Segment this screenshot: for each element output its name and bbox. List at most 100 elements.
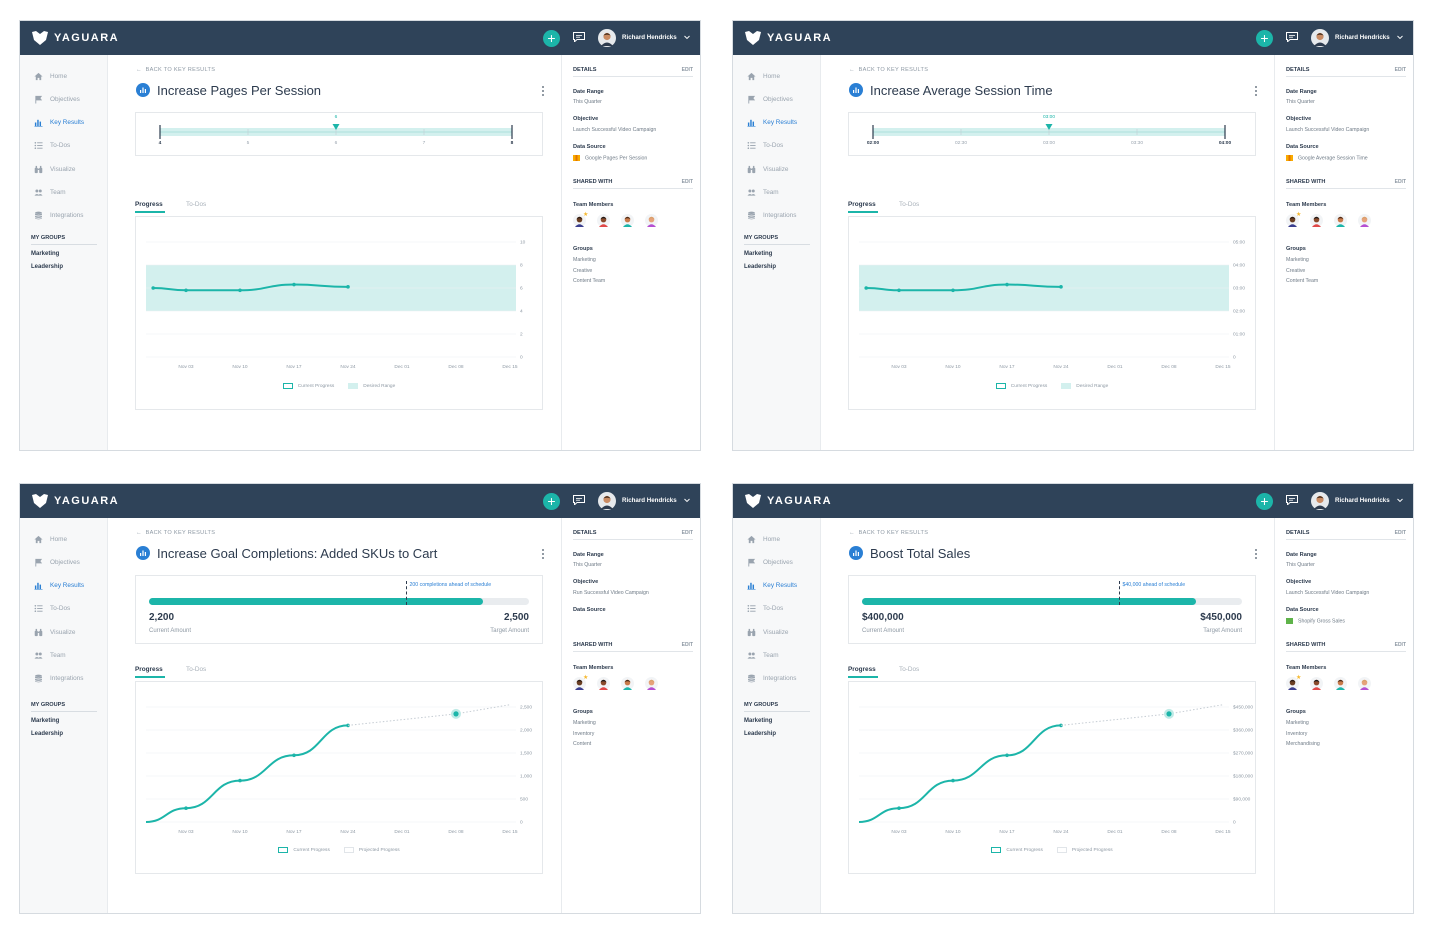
sidebar-item-objectives[interactable]: Objectives — [34, 556, 80, 568]
x-tick-label: Nov 10 — [232, 364, 248, 370]
more-options-icon[interactable] — [1254, 548, 1258, 560]
sidebar-item-key-results[interactable]: Key Results — [34, 117, 84, 129]
sidebar-item-team[interactable]: Team — [747, 187, 779, 199]
tab-progress[interactable]: Progress — [135, 201, 163, 208]
sidebar-item-objectives[interactable]: Objectives — [747, 93, 793, 105]
back-to-key-results-link[interactable]: ← BACK TO KEY RESULTS — [136, 530, 215, 536]
current-amount: 2,200 — [149, 612, 175, 623]
team-member-avatar[interactable] — [1286, 214, 1299, 227]
sidebar-item-to-dos[interactable]: To-Dos — [34, 603, 70, 615]
sidebar-item-to-dos[interactable]: To-Dos — [34, 140, 70, 152]
sidebar-item-home[interactable]: Home — [747, 533, 780, 545]
my-group-item[interactable]: Leadership — [31, 730, 64, 737]
my-group-item[interactable]: Marketing — [744, 718, 773, 724]
user-name[interactable]: Richard Hendricks — [1335, 34, 1390, 41]
sidebar-item-to-dos[interactable]: To-Dos — [747, 603, 783, 615]
more-options-icon[interactable] — [541, 85, 545, 97]
tab-to-dos[interactable]: To-Dos — [899, 666, 920, 673]
team-member-avatar[interactable] — [597, 677, 610, 690]
add-button[interactable]: + — [543, 493, 560, 510]
legend-label: Desired Range — [363, 383, 396, 389]
sidebar-item-integrations[interactable]: Integrations — [747, 673, 796, 685]
edit-details-link[interactable]: EDIT — [1394, 530, 1406, 536]
sidebar-item-team[interactable]: Team — [34, 650, 66, 662]
team-member-avatar[interactable] — [1358, 214, 1371, 227]
team-member-avatar[interactable] — [573, 214, 586, 227]
my-group-item[interactable]: Marketing — [31, 251, 60, 257]
user-avatar[interactable] — [598, 29, 616, 47]
more-options-icon[interactable] — [1254, 85, 1258, 97]
sidebar-item-home[interactable]: Home — [34, 533, 67, 545]
add-button[interactable]: + — [1256, 30, 1273, 47]
objective-value: Run Successful Video Campaign — [573, 590, 649, 596]
team-member-avatar[interactable] — [1334, 214, 1347, 227]
y-tick-label: 1,500 — [520, 751, 532, 757]
user-avatar[interactable] — [1311, 29, 1329, 47]
edit-details-link[interactable]: EDIT — [681, 67, 693, 73]
sidebar-item-objectives[interactable]: Objectives — [747, 556, 793, 568]
projected-progress-line — [347, 704, 511, 726]
data-point — [292, 282, 296, 287]
team-member-avatar[interactable] — [645, 214, 658, 227]
team-member-avatar[interactable] — [1358, 677, 1371, 690]
tab-to-dos[interactable]: To-Dos — [899, 201, 920, 208]
user-name[interactable]: Richard Hendricks — [622, 497, 677, 504]
user-name[interactable]: Richard Hendricks — [622, 34, 677, 41]
sidebar-item-key-results[interactable]: Key Results — [34, 580, 84, 592]
current-value-label: 6 — [334, 115, 338, 120]
sidebar-item-to-dos[interactable]: To-Dos — [747, 140, 783, 152]
edit-shared-link[interactable]: EDIT — [1394, 179, 1406, 185]
team-member-avatar[interactable] — [1310, 677, 1323, 690]
x-tick-label: Dec 08 — [448, 829, 464, 835]
sidebar-item-home[interactable]: Home — [34, 70, 67, 82]
my-group-item[interactable]: Marketing — [31, 718, 60, 724]
my-group-item[interactable]: Marketing — [744, 251, 773, 257]
sidebar-item-visualize[interactable]: Visualize — [747, 626, 788, 638]
sidebar-item-key-results[interactable]: Key Results — [747, 117, 797, 129]
sidebar-item-key-results[interactable]: Key Results — [747, 580, 797, 592]
back-to-key-results-link[interactable]: ← BACK TO KEY RESULTS — [849, 530, 928, 536]
edit-details-link[interactable]: EDIT — [681, 530, 693, 536]
add-button[interactable]: + — [543, 30, 560, 47]
sidebar-item-integrations[interactable]: Integrations — [34, 210, 83, 222]
back-to-key-results-link[interactable]: ← BACK TO KEY RESULTS — [849, 67, 928, 73]
edit-shared-link[interactable]: EDIT — [681, 642, 693, 648]
user-avatar[interactable] — [1311, 492, 1329, 510]
tab-progress[interactable]: Progress — [135, 666, 163, 673]
my-groups-title: MY GROUPS — [744, 235, 810, 245]
tab-progress[interactable]: Progress — [848, 666, 876, 673]
more-options-icon[interactable] — [541, 548, 545, 560]
sidebar-item-objectives[interactable]: Objectives — [34, 93, 80, 105]
tab-to-dos[interactable]: To-Dos — [186, 201, 207, 208]
team-member-avatar[interactable] — [621, 677, 634, 690]
team-member-avatar[interactable] — [597, 214, 610, 227]
my-group-item[interactable]: Leadership — [31, 263, 64, 270]
back-to-key-results-link[interactable]: ← BACK TO KEY RESULTS — [136, 67, 215, 73]
sidebar-item-visualize[interactable]: Visualize — [34, 626, 75, 638]
user-name[interactable]: Richard Hendricks — [1335, 497, 1390, 504]
add-button[interactable]: + — [1256, 493, 1273, 510]
my-group-item[interactable]: Leadership — [744, 263, 777, 270]
edit-shared-link[interactable]: EDIT — [681, 179, 693, 185]
team-member-avatar[interactable] — [645, 677, 658, 690]
edit-details-link[interactable]: EDIT — [1394, 67, 1406, 73]
sidebar-item-integrations[interactable]: Integrations — [747, 210, 796, 222]
sidebar-item-team[interactable]: Team — [747, 650, 779, 662]
team-member-avatar[interactable] — [1310, 214, 1323, 227]
sidebar-item-integrations[interactable]: Integrations — [34, 673, 83, 685]
target-amount-label: Target Amount — [490, 628, 529, 634]
sidebar-item-visualize[interactable]: Visualize — [747, 163, 788, 175]
tab-to-dos[interactable]: To-Dos — [186, 666, 207, 673]
edit-shared-link[interactable]: EDIT — [1394, 642, 1406, 648]
my-group-item[interactable]: Leadership — [744, 730, 777, 737]
tab-progress[interactable]: Progress — [848, 201, 876, 208]
team-member-avatar[interactable] — [1334, 677, 1347, 690]
sidebar-item-home[interactable]: Home — [747, 70, 780, 82]
team-member-avatar[interactable] — [1286, 677, 1299, 690]
team-member-avatar[interactable] — [573, 677, 586, 690]
sidebar-item-team[interactable]: Team — [34, 187, 66, 199]
x-tick-label: Nov 10 — [945, 364, 961, 370]
sidebar-item-visualize[interactable]: Visualize — [34, 163, 75, 175]
user-avatar[interactable] — [598, 492, 616, 510]
team-member-avatar[interactable] — [621, 214, 634, 227]
